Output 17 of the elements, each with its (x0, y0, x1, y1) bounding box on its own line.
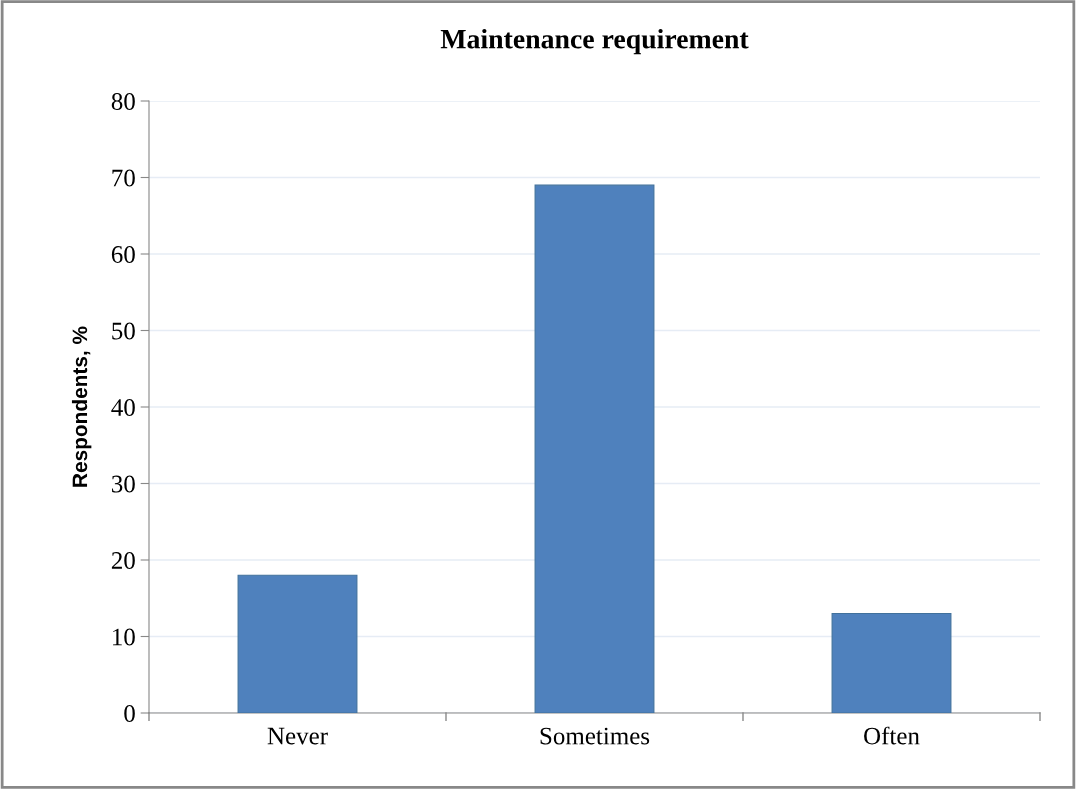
bar (534, 184, 655, 713)
y-tick-label: 40 (111, 399, 135, 416)
bar (237, 574, 358, 713)
y-tick-label: 30 (112, 475, 135, 493)
x-tick-label: Often (864, 726, 920, 745)
y-tick-label: 50 (112, 322, 135, 340)
y-tick-label: 10 (113, 628, 135, 646)
x-tick-label: Never (267, 727, 328, 745)
y-tick-label: 20 (111, 552, 135, 569)
chart-title: Maintenance requirement (440, 28, 749, 55)
x-tick-label: Sometimes (540, 727, 650, 745)
y-tick-label: 60 (111, 246, 135, 263)
y-tick-label: 80 (111, 93, 135, 110)
bar (831, 612, 952, 713)
y-tick-label: 0 (124, 705, 135, 722)
y-tick-label: 70 (112, 169, 135, 187)
y-axis-title: Respondents, % (71, 326, 92, 487)
